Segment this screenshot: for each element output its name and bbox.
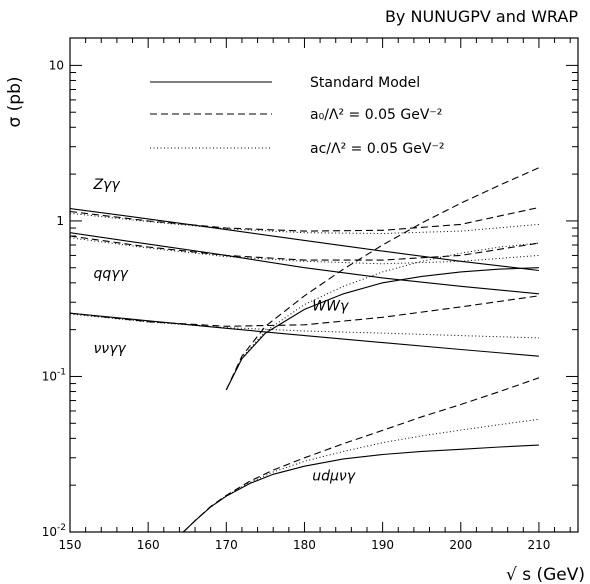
series-line-solid (225, 267, 539, 391)
series-line-dotted (70, 212, 539, 235)
legend: Standard Model a₀/Λ² = 0.05 GeV⁻² aᴄ/Λ² = … (150, 75, 444, 157)
series-line-dotted (182, 418, 539, 532)
header-text: By NUNUGPV and WRAP (385, 7, 578, 26)
process-label: udμνγ (312, 468, 355, 484)
series-line-dotted (225, 242, 539, 391)
series-line-dashed (182, 377, 540, 532)
y-tick-label: 10-2 (42, 523, 66, 539)
x-tick-label: 150 (59, 538, 82, 552)
x-tick-label: 170 (215, 538, 238, 552)
plot-frame (69, 37, 579, 533)
x-tick-label: 210 (527, 538, 550, 552)
process-label: WWγ (312, 299, 349, 315)
x-tick-label: 160 (137, 538, 160, 552)
series-line-dashed (70, 235, 539, 261)
y-tick-label: 10 (49, 58, 64, 72)
series-line-dotted (70, 237, 539, 265)
x-tick-label: 190 (371, 538, 394, 552)
process-label: ννγγ (93, 341, 126, 357)
legend-label: a₀/Λ² = 0.05 GeV⁻² (310, 107, 442, 123)
legend-label: Standard Model (310, 75, 420, 91)
process-labels: Zγγ qqγγ WWγ ννγγ udμνγ (92, 177, 355, 484)
series-line-solid (70, 232, 539, 295)
y-tick-label: 1 (56, 214, 64, 228)
y-axis-title: σ (pb) (5, 76, 25, 127)
series-line-dashed (225, 167, 540, 391)
series-line-solid (70, 208, 539, 272)
x-tick-label: 200 (449, 538, 472, 552)
series-line-solid (70, 312, 539, 357)
series-line-dashed (70, 295, 539, 327)
process-label: Zγγ (92, 177, 120, 193)
series-layer (70, 167, 540, 532)
series-line-dotted (70, 313, 539, 339)
x-axis-title: √ s (GeV) (506, 565, 585, 584)
series-line-dashed (70, 206, 540, 232)
ticks-layer: 150 160 170 180 190 200 210 10-2 10-1 1 10 (42, 38, 578, 552)
legend-label: aᴄ/Λ² = 0.05 GeV⁻² (310, 141, 444, 157)
x-tick-label: 180 (293, 538, 316, 552)
y-tick-label: 10-1 (42, 367, 66, 383)
process-label: qqγγ (93, 266, 128, 282)
